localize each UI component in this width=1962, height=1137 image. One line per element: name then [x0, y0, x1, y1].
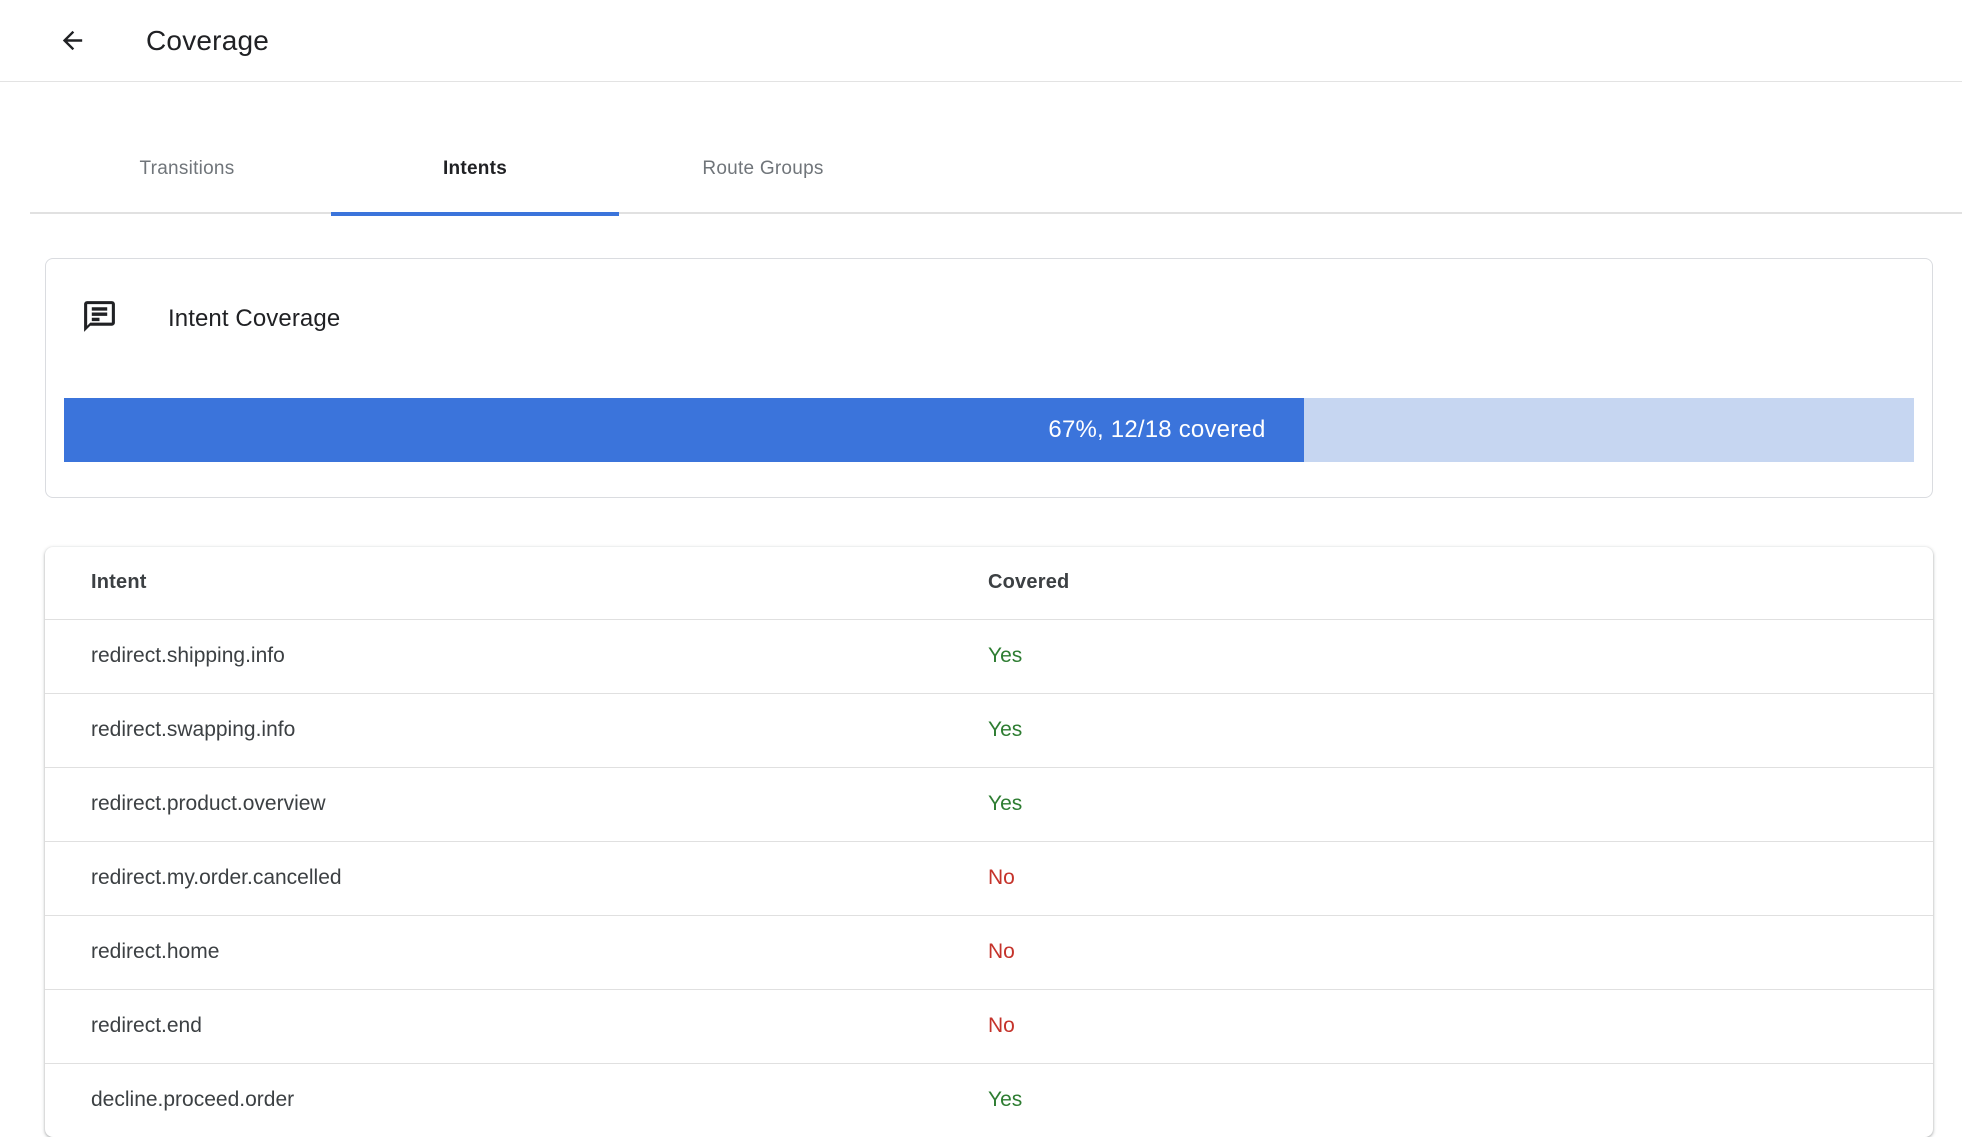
- intent-cell: redirect.product.overview: [45, 767, 988, 842]
- tab-route-groups[interactable]: Route Groups: [702, 158, 824, 179]
- intent-cell: redirect.swapping.info: [45, 693, 988, 768]
- covered-cell: Yes: [988, 693, 1933, 768]
- table-row[interactable]: redirect.product.overview Yes: [45, 767, 1933, 842]
- column-header-covered: Covered: [988, 547, 1933, 620]
- covered-cell: Yes: [988, 767, 1933, 842]
- card-title: Intent Coverage: [168, 305, 341, 332]
- covered-cell: No: [988, 841, 1933, 916]
- table-row[interactable]: redirect.end No: [45, 989, 1933, 1064]
- chat-bubble-icon: [81, 298, 118, 335]
- back-button[interactable]: [52, 21, 92, 61]
- table-row[interactable]: decline.proceed.order Yes: [45, 1063, 1933, 1137]
- intent-cell: redirect.my.order.cancelled: [45, 841, 988, 916]
- covered-cell: No: [988, 989, 1933, 1064]
- coverage-progress-fill: 67%, 12/18 covered: [64, 398, 1304, 462]
- tab-bar: Transitions Intents Route Groups: [30, 138, 1962, 216]
- intent-cell: redirect.shipping.info: [45, 619, 988, 694]
- intent-cell: redirect.home: [45, 915, 988, 990]
- covered-cell: Yes: [988, 619, 1933, 694]
- covered-cell: Yes: [988, 1088, 1023, 1112]
- table-row[interactable]: redirect.swapping.info Yes: [45, 693, 1933, 768]
- intent-cell: decline.proceed.order: [91, 1088, 295, 1112]
- app-header: Coverage: [0, 0, 1962, 82]
- tab-intents[interactable]: Intents: [331, 138, 619, 216]
- table-header-row: Intent Covered: [45, 547, 1933, 620]
- page-title: Coverage: [146, 24, 270, 56]
- table-row[interactable]: redirect.home No: [45, 915, 1933, 990]
- table-row[interactable]: redirect.my.order.cancelled No: [45, 841, 1933, 916]
- table-row[interactable]: redirect.shipping.info Yes: [45, 619, 1933, 694]
- tab-transitions[interactable]: Transitions: [139, 158, 235, 179]
- intent-cell: redirect.end: [45, 989, 988, 1064]
- coverage-progress-track: 67%, 12/18 covered: [64, 398, 1914, 462]
- coverage-table: Intent Covered redirect.shipping.info Ye…: [45, 547, 1933, 1137]
- coverage-progress-label: 67%, 12/18 covered: [1048, 416, 1266, 443]
- intent-coverage-card: Intent Coverage 67%, 12/18 covered: [45, 258, 1933, 498]
- column-header-intent: Intent: [45, 547, 988, 620]
- covered-cell: No: [988, 915, 1933, 990]
- arrow-back-icon: [58, 26, 87, 55]
- coverage-table-card: Intent Covered redirect.shipping.info Ye…: [45, 547, 1933, 1137]
